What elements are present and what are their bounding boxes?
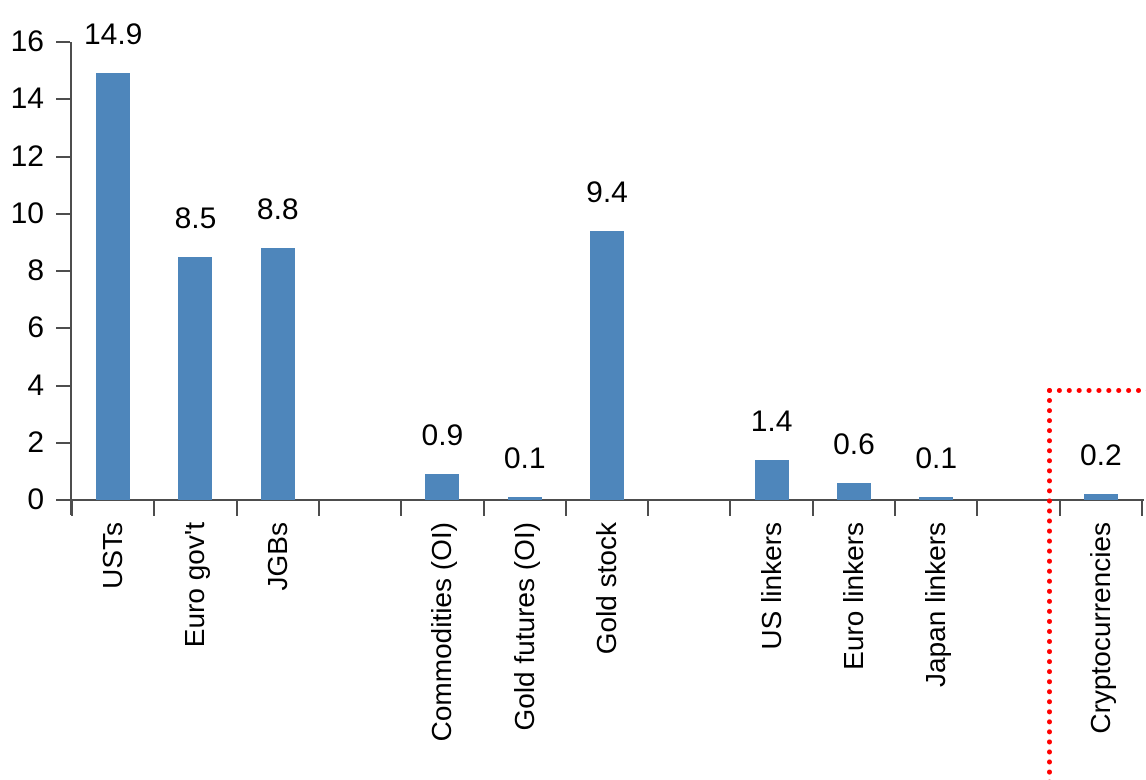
y-axis: [70, 42, 72, 515]
x-tick: [894, 501, 897, 516]
value-label-gold-stock: 9.4: [586, 175, 628, 209]
x-category-label-us-linkers: US linkers: [755, 522, 787, 650]
x-category-label-euro-linkers: Euro linkers: [837, 522, 869, 670]
x-tick: [811, 501, 814, 516]
value-label-euro-gov-t: 8.5: [174, 201, 217, 235]
x-tick: [1141, 501, 1143, 516]
x-category-label-japan-linkers: Japan linkers: [920, 522, 952, 687]
x-tick: [564, 501, 567, 516]
y-tick-label: 10: [10, 196, 44, 230]
bar-usts: [96, 73, 131, 500]
value-label-gold-futures-oi: 0.1: [503, 442, 546, 476]
bar-us-linkers: [754, 459, 789, 500]
bar-euro-linkers: [836, 482, 871, 500]
y-tick: [56, 327, 70, 330]
bar-commodities-oi: [425, 474, 460, 500]
x-tick: [1058, 501, 1061, 516]
y-tick-label: 6: [27, 311, 44, 345]
value-label-japan-linkers: 0.1: [915, 442, 958, 476]
x-tick: [235, 501, 238, 516]
bar-jgbs: [260, 248, 295, 500]
x-category-label-commodities-oi: Commodities (OI): [426, 522, 458, 742]
x-tick: [400, 501, 403, 516]
x-tick: [482, 501, 485, 516]
x-category-label-euro-gov-t: Euro gov't: [179, 522, 211, 648]
highlight-box: [1047, 388, 1146, 780]
y-tick: [56, 384, 70, 387]
y-tick: [56, 98, 70, 101]
x-category-label-gold-futures-oi: Gold futures (OI): [508, 522, 540, 731]
y-tick: [56, 41, 70, 43]
x-tick: [317, 501, 320, 516]
x-tick: [153, 501, 156, 516]
y-tick: [56, 212, 70, 215]
y-tick-label: 0: [27, 483, 44, 516]
y-tick: [56, 155, 70, 158]
x-tick: [71, 501, 73, 516]
value-label-cryptocurrencies: 0.2: [1079, 439, 1122, 473]
value-label-us-linkers: 1.4: [750, 404, 793, 438]
value-label-usts: 14.9: [83, 18, 143, 52]
y-tick: [56, 441, 70, 444]
y-tick: [56, 270, 70, 272]
bar-gold-futures-oi: [507, 497, 542, 500]
y-tick-label: 8: [27, 254, 44, 287]
bar-cryptocurrencies: [1083, 494, 1118, 500]
value-label-commodities-oi: 0.9: [421, 419, 464, 453]
x-category-label-gold-stock: Gold stock: [591, 522, 622, 655]
bar-gold-stock: [590, 230, 624, 500]
y-tick-label: 4: [27, 368, 44, 402]
x-tick: [729, 501, 732, 516]
bar-euro-gov-t: [178, 256, 213, 500]
x-category-label-usts: USTs: [97, 522, 129, 589]
x-category-label-jgbs: JGBs: [261, 522, 293, 591]
y-tick-label: 16: [10, 25, 44, 58]
x-tick: [976, 501, 979, 516]
bar-japan-linkers: [919, 497, 954, 500]
y-tick-label: 2: [27, 425, 44, 459]
value-label-euro-linkers: 0.6: [833, 427, 875, 461]
y-tick-label: 14: [10, 82, 44, 116]
x-tick: [647, 501, 650, 516]
y-tick: [56, 499, 70, 501]
y-tick-label: 12: [10, 139, 44, 173]
x-axis: [70, 499, 1144, 501]
value-label-jgbs: 8.8: [256, 193, 299, 227]
